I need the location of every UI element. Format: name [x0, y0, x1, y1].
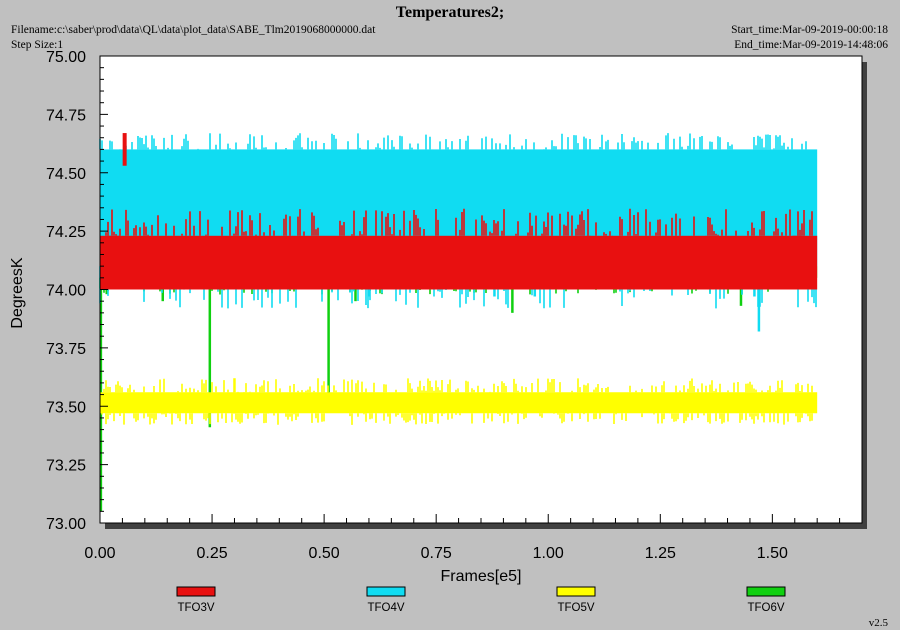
chart-title: Temperatures2;: [396, 4, 504, 21]
y-tick-label: 73.25: [46, 458, 86, 475]
legend-label: TFO4V: [367, 602, 404, 614]
y-tick-label: 74.00: [46, 283, 86, 300]
y-tick-label: 73.75: [46, 341, 86, 358]
y-tick-label: 75.00: [46, 49, 86, 66]
legend-swatch: [366, 586, 406, 597]
x-tick-label: 0.25: [196, 545, 227, 562]
legend-item-tfo6v: TFO6V: [746, 586, 786, 614]
series-tfo5v: [100, 378, 818, 425]
series-noise: [101, 378, 813, 425]
series-band: [100, 392, 818, 414]
legend: TFO3V TFO4V TFO5V TFO6V: [176, 586, 786, 614]
series-band: [100, 235, 818, 290]
legend-item-tfo5v: TFO5V: [556, 586, 596, 614]
legend-label: TFO3V: [177, 602, 214, 614]
legend-label: TFO6V: [747, 602, 784, 614]
legend-swatch: [176, 586, 216, 597]
legend-swatch: [556, 586, 596, 597]
x-tick-label: 0.00: [84, 545, 115, 562]
legend-item-tfo3v: TFO3V: [176, 586, 216, 614]
legend-item-tfo4v: TFO4V: [366, 586, 406, 614]
x-tick-label: 0.75: [421, 545, 452, 562]
y-axis-title: DegreesK: [9, 257, 26, 328]
x-axis-title: Frames[e5]: [441, 568, 522, 585]
x-tick-label: 0.50: [309, 545, 340, 562]
x-tick-label: 1.00: [533, 545, 564, 562]
series-tfo3v: [100, 133, 818, 290]
start-time-label: Start_time:Mar-09-2019-00:00:18: [731, 24, 888, 36]
end-time-label: End_time:Mar-09-2019-14:48:06: [734, 39, 888, 51]
x-tick-label: 1.50: [757, 545, 788, 562]
series-noise: [105, 208, 813, 236]
y-tick-label: 73.00: [46, 516, 86, 533]
x-tick-label: 1.25: [645, 545, 676, 562]
axis-layer: 73.00 73.25 73.50 73.75 74.00 74.25 74.50 74.75…: [46, 49, 863, 562]
y-tick-label: 74.75: [46, 107, 86, 124]
version-label: v2.5: [869, 617, 889, 629]
y-tick-label: 74.50: [46, 166, 86, 183]
filename-label: Filename:c:\saber\prod\data\QL\data\plot…: [11, 24, 376, 36]
legend-label: TFO5V: [557, 602, 594, 614]
series-layer: [99, 133, 818, 512]
legend-swatch: [746, 586, 786, 597]
step-size-label: Step Size:1: [11, 39, 63, 51]
y-tick-label: 73.50: [46, 399, 86, 416]
y-tick-label: 74.25: [46, 224, 86, 241]
